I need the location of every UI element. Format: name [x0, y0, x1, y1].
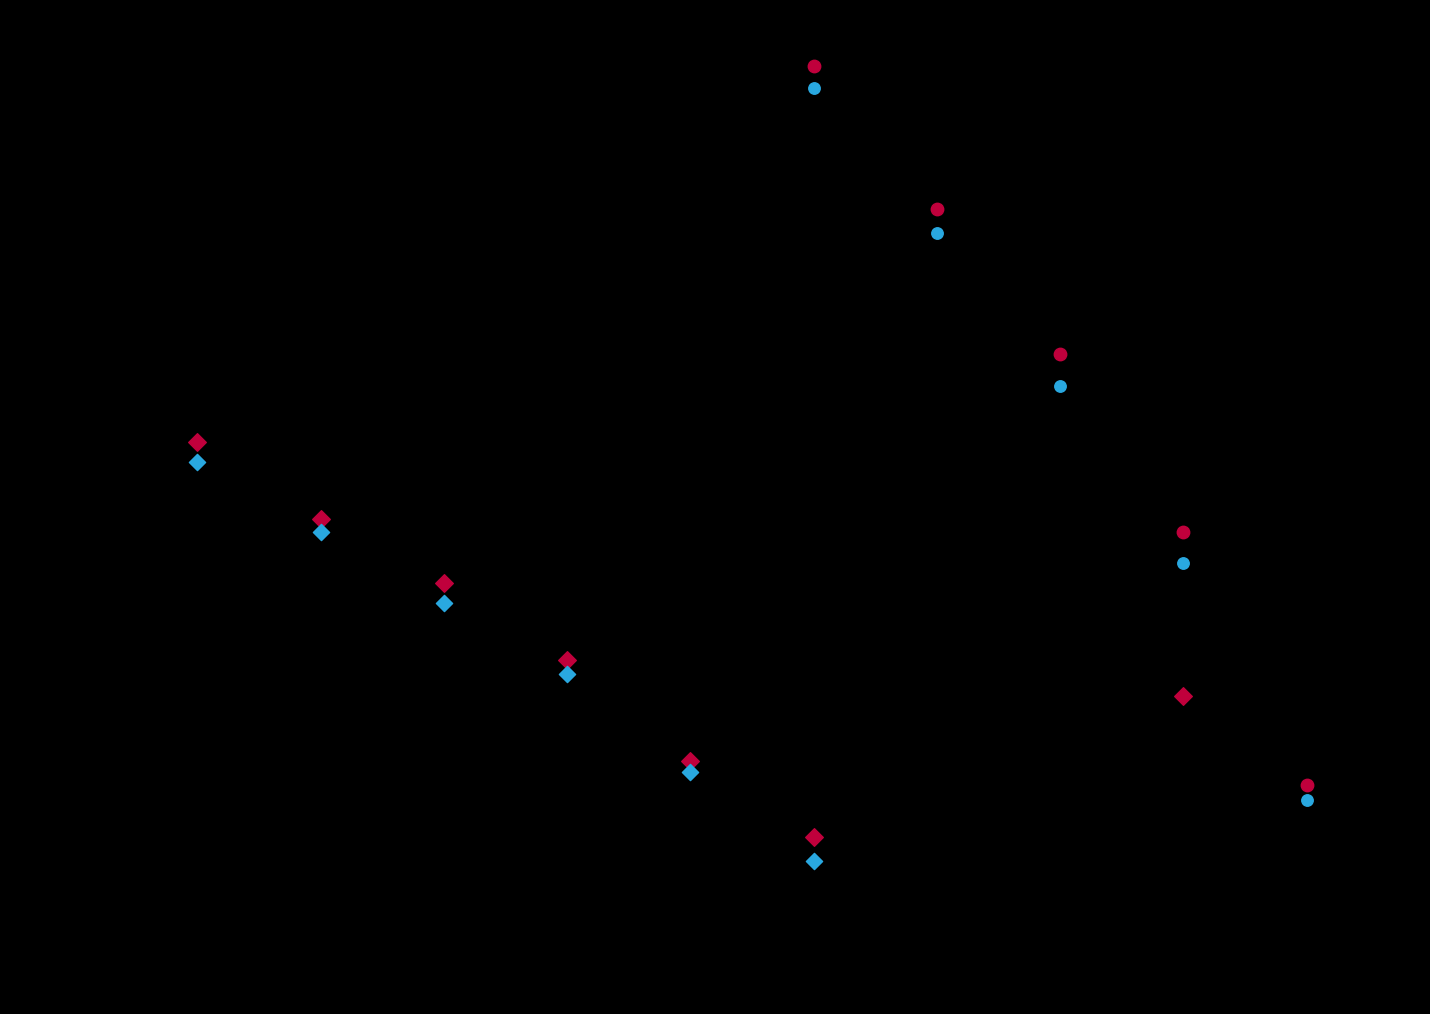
Point — [556, 665, 579, 681]
Point — [679, 764, 702, 780]
Point — [679, 752, 702, 769]
Point — [186, 434, 209, 450]
Point — [1173, 523, 1195, 539]
Point — [802, 80, 825, 96]
Point — [1173, 555, 1195, 571]
Point — [1173, 687, 1195, 704]
Point — [432, 575, 455, 591]
Point — [309, 523, 332, 539]
Point — [1048, 346, 1071, 362]
Point — [1296, 777, 1318, 793]
Point — [309, 510, 332, 526]
Point — [186, 454, 209, 470]
Point — [802, 58, 825, 74]
Point — [1048, 378, 1071, 394]
Point — [802, 853, 825, 869]
Point — [802, 828, 825, 845]
Point — [432, 594, 455, 610]
Point — [925, 225, 948, 241]
Point — [1296, 792, 1318, 808]
Point — [556, 652, 579, 668]
Point — [925, 201, 948, 217]
